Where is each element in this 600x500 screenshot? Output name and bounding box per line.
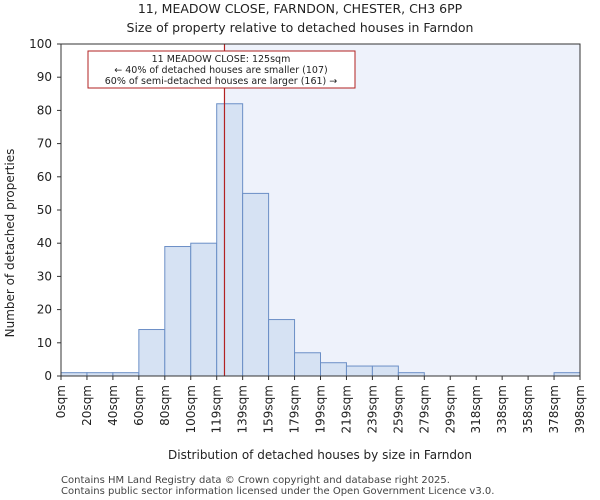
x-tick-label-199sqm: 199sqm xyxy=(314,385,328,433)
annotation-frame xyxy=(87,50,356,89)
y-ticks-group: 0 10 20 30 40 50 60 70 80 90 100 xyxy=(29,37,61,383)
y-tick-label-90: 90 xyxy=(37,70,52,84)
x-tick-label-378sqm: 378sqm xyxy=(547,385,561,433)
x-tick-label-100sqm: 100sqm xyxy=(184,385,198,433)
bar-139sqm xyxy=(242,192,270,377)
bar-60sqm xyxy=(138,329,166,377)
x-tick-label-259sqm: 259sqm xyxy=(391,385,405,433)
y-tick-label-20: 20 xyxy=(37,303,52,317)
bars-group xyxy=(60,103,581,377)
bar-80sqm xyxy=(164,246,192,377)
x-axis-label: Distribution of detached houses by size … xyxy=(168,448,472,462)
y-tick-label-100: 100 xyxy=(29,37,52,51)
x-tick-label-139sqm: 139sqm xyxy=(236,385,250,433)
bar-179sqm xyxy=(294,352,321,377)
y-tick-label-50: 50 xyxy=(37,203,52,217)
y-tick-label-30: 30 xyxy=(37,269,52,283)
bar-119sqm xyxy=(216,103,244,377)
chart-subtitle: Size of property relative to detached ho… xyxy=(127,20,474,35)
bar-239sqm xyxy=(371,365,399,377)
bar-219sqm xyxy=(345,365,373,377)
x-tick-label-398sqm: 398sqm xyxy=(573,385,587,433)
annotation-title: 11 MEADOW CLOSE: 125sqm xyxy=(152,54,291,65)
y-tick-label-80: 80 xyxy=(37,103,52,117)
y-tick-label-60: 60 xyxy=(37,170,52,184)
footer-line-1: Contains HM Land Registry data © Crown c… xyxy=(61,475,450,486)
x-tick-label-40sqm: 40sqm xyxy=(106,385,120,426)
y-tick-label-0: 0 xyxy=(44,369,52,383)
x-tick-label-299sqm: 299sqm xyxy=(443,385,457,433)
y-tick-label-10: 10 xyxy=(37,336,52,350)
x-ticks-group: 0sqm 20sqm 40sqm 60sqm 80sqm 100sqm 119sqm 139s… xyxy=(54,376,587,433)
bar-159sqm xyxy=(268,319,296,377)
y-tick-label-40: 40 xyxy=(37,236,52,250)
x-tick-label-219sqm: 219sqm xyxy=(339,385,353,433)
bar-199sqm xyxy=(320,362,347,377)
x-tick-label-60sqm: 60sqm xyxy=(132,385,146,426)
x-tick-label-338sqm: 338sqm xyxy=(495,385,509,433)
footer-line-2: Contains public sector information licen… xyxy=(61,486,494,497)
y-axis-label: Number of detached properties xyxy=(3,149,17,338)
annotation-box: 11 MEADOW CLOSE: 125sqm ← 40% of detache… xyxy=(87,50,356,89)
bar-100sqm xyxy=(190,242,218,377)
x-tick-label-80sqm: 80sqm xyxy=(158,385,172,426)
annotation-larger: 60% of semi-detached houses are larger (… xyxy=(105,76,338,87)
x-tick-label-179sqm: 179sqm xyxy=(288,385,302,433)
x-tick-label-239sqm: 239sqm xyxy=(365,385,379,433)
x-tick-label-318sqm: 318sqm xyxy=(469,385,483,433)
x-tick-label-119sqm: 119sqm xyxy=(210,385,224,433)
annotation-smaller: ← 40% of detached houses are smaller (10… xyxy=(114,65,327,76)
x-tick-label-0sqm: 0sqm xyxy=(54,385,68,418)
chart-title: 11, MEADOW CLOSE, FARNDON, CHESTER, CH3 … xyxy=(138,1,463,16)
x-tick-label-20sqm: 20sqm xyxy=(80,385,94,426)
x-tick-label-159sqm: 159sqm xyxy=(262,385,276,433)
x-tick-label-358sqm: 358sqm xyxy=(521,385,535,433)
y-tick-label-70: 70 xyxy=(37,137,52,151)
x-tick-label-279sqm: 279sqm xyxy=(417,385,431,433)
